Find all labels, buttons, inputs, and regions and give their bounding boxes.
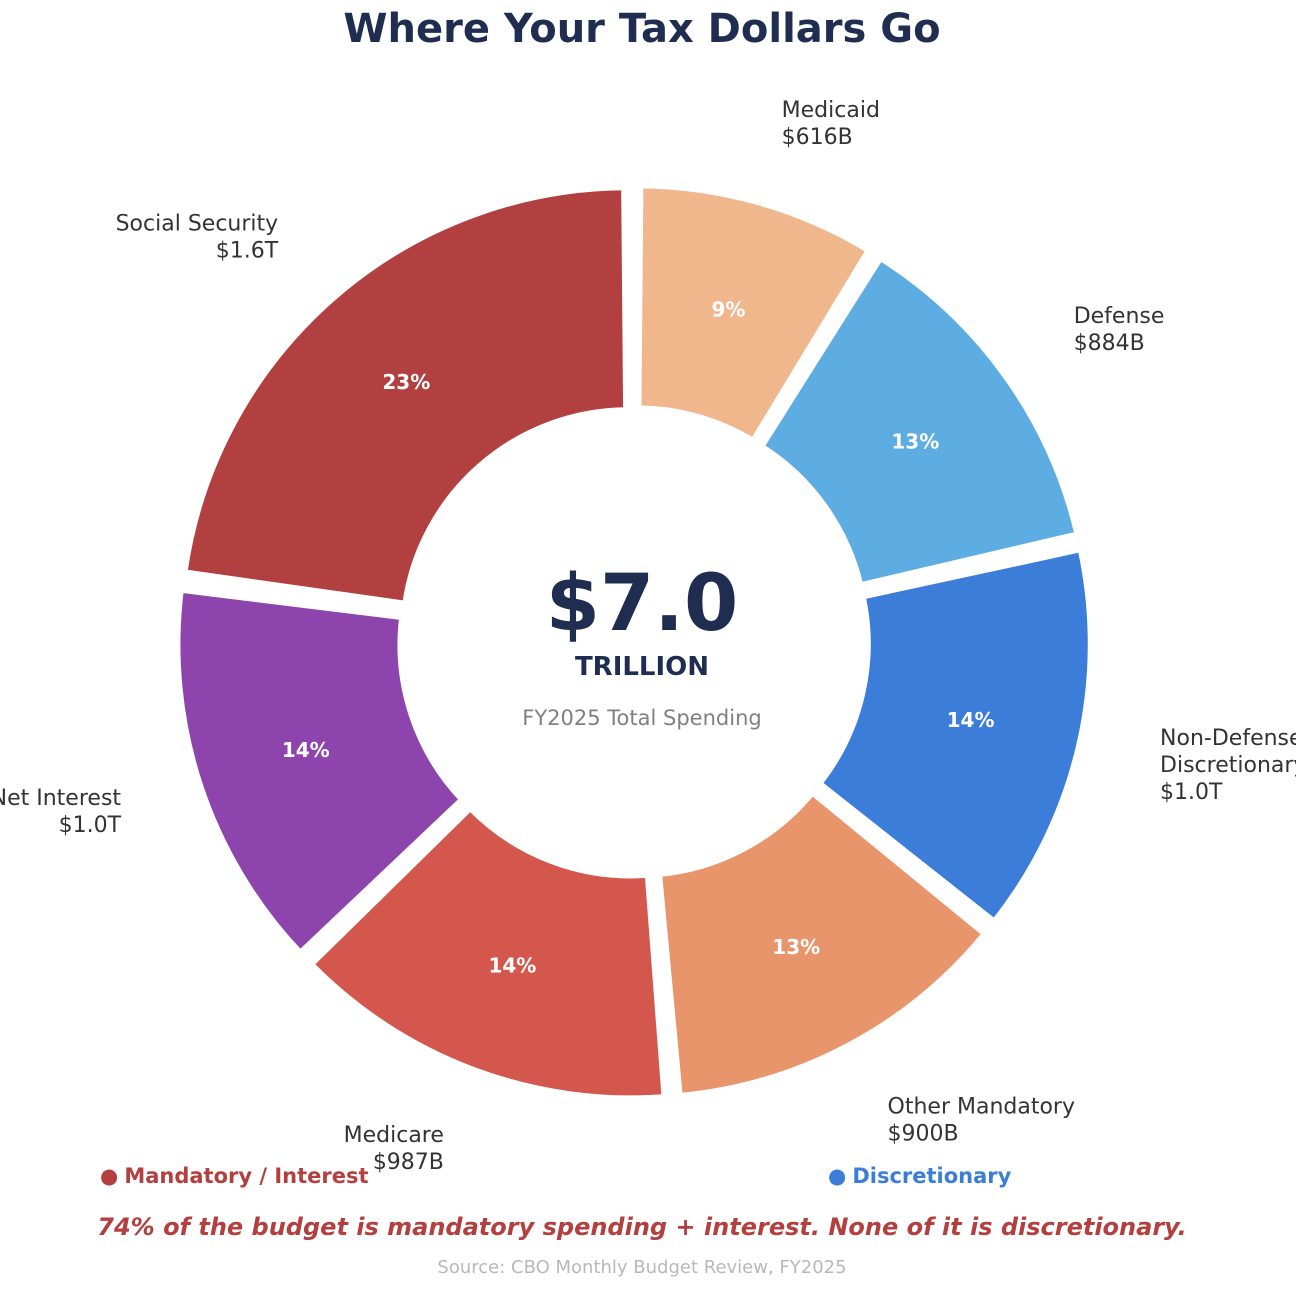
pct-label-social-security: 23%: [382, 370, 430, 394]
legend-discretionary: ● Discretionary: [828, 1164, 1011, 1188]
slice-amount: $884B: [1074, 331, 1145, 356]
outer-label-net-interest: Net Interest $1.0T: [0, 786, 122, 838]
slice-other-mandatory: [655, 788, 990, 1100]
slice-defense: [757, 253, 1082, 589]
center-total-amount: $7.0: [546, 559, 738, 649]
slice-name: Social Security: [116, 211, 279, 236]
outer-labels-group: Medicaid $616B Defense $884B Non-Defense Disc…: [0, 98, 1296, 1175]
legend-discretionary-label: Discretionary: [852, 1164, 1012, 1188]
slice-medicare: [306, 803, 668, 1102]
slice-non-defense-discretionary: [815, 545, 1094, 926]
takeaway-note: 74% of the budget is mandatory spending …: [97, 1213, 1187, 1241]
pct-label-medicaid: 9%: [711, 298, 745, 322]
legend-mandatory-label: Mandatory / Interest: [124, 1164, 369, 1188]
legend-discretionary-marker: ●: [828, 1164, 847, 1188]
pct-label-net-interest: 14%: [282, 738, 330, 762]
slice-net-interest: [174, 586, 467, 958]
source-note: Source: CBO Monthly Budget Review, FY202…: [437, 1257, 847, 1278]
slice-name: Medicare: [344, 1123, 444, 1148]
slice-name: Medicaid: [782, 98, 880, 123]
slice-amount: $900B: [888, 1121, 959, 1146]
pct-label-non-defense-discretionary: 14%: [947, 708, 995, 732]
pct-label-other-mandatory: 13%: [772, 935, 820, 959]
slice-amount: $1.6T: [216, 238, 279, 263]
slice-name: Discretionary: [1160, 753, 1296, 778]
slice-name: Defense: [1074, 304, 1165, 329]
slice-amount: $1.0T: [1160, 780, 1223, 805]
slice-name: Net Interest: [0, 786, 121, 811]
outer-label-non-defense-discretionary: Non-Defense Discretionary $1.0T: [1160, 726, 1296, 805]
outer-label-social-security: Social Security $1.6T: [116, 211, 279, 263]
slice-name: Other Mandatory: [888, 1094, 1075, 1119]
outer-label-defense: Defense $884B: [1074, 304, 1165, 356]
center-caption: FY2025 Total Spending: [522, 706, 761, 730]
slice-medicaid: [635, 182, 873, 446]
slice-amount: $987B: [373, 1150, 444, 1175]
pct-label-medicare: 14%: [488, 953, 536, 977]
chart-title: Where Your Tax Dollars Go: [343, 6, 941, 52]
outer-label-medicaid: Medicaid $616B: [782, 98, 880, 150]
slice-name: Non-Defense: [1160, 726, 1296, 751]
slice-social-security: [181, 184, 630, 608]
legend-mandatory: ● Mandatory / Interest: [100, 1164, 369, 1188]
legend-mandatory-marker: ●: [100, 1164, 119, 1188]
center-total-unit: TRILLION: [575, 652, 709, 682]
outer-label-other-mandatory: Other Mandatory $900B: [888, 1094, 1075, 1146]
percent-labels-group: 9% 13% 14% 13% 14% 14% 23%: [282, 298, 995, 978]
pct-label-defense: 13%: [891, 429, 939, 453]
slice-amount: $1.0T: [59, 813, 122, 838]
slice-amount: $616B: [782, 125, 853, 150]
slices-group: [174, 182, 1094, 1102]
outer-label-medicare: Medicare $987B: [344, 1123, 444, 1175]
